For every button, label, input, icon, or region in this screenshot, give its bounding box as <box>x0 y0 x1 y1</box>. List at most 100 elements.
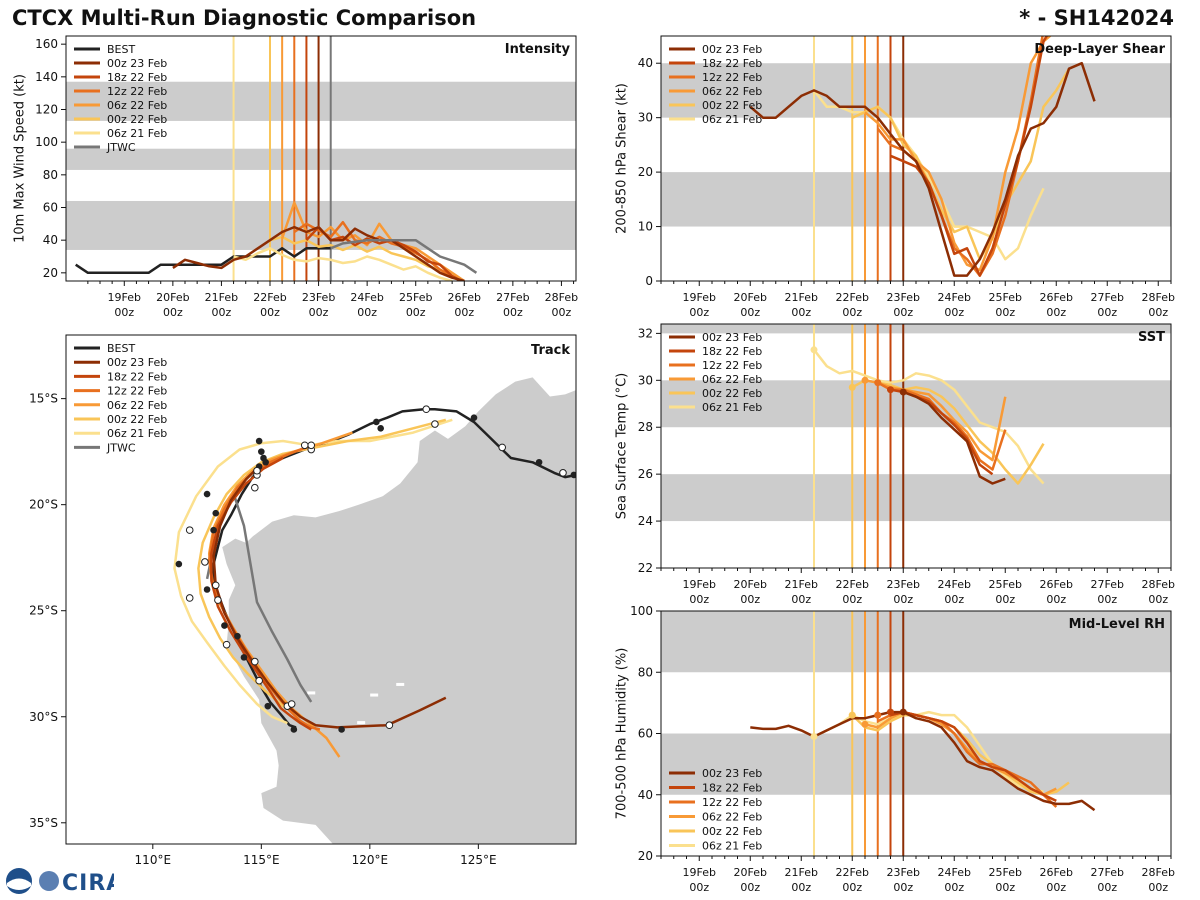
x-tick-label-day: 24Feb <box>938 578 971 591</box>
x-tick-label-day: 27Feb <box>1091 866 1124 879</box>
legend-label-12z-22-feb: 12z 22 Feb <box>107 385 167 398</box>
track-point-open <box>251 483 259 492</box>
y-axis-label: 10m Max Wind Speed (kt) <box>13 74 28 243</box>
x-tick-label-hour: 00z <box>1148 593 1168 606</box>
y-axis-label: 200-850 hPa Shear (kt) <box>615 83 630 234</box>
x-tick-label-hour: 00z <box>740 306 760 319</box>
x-tick-label-day: 26Feb <box>1040 578 1073 591</box>
x-tick-label-day: 19Feb <box>108 291 141 304</box>
track-point-open <box>214 596 222 604</box>
legend-label-06z-22-feb: 06z 22 Feb <box>107 99 167 112</box>
x-tick-label-hour: 00z <box>995 306 1015 319</box>
track-point-filled <box>264 702 272 710</box>
panel-track: 110°E 115°E 120°E 125°E 15°S 20°S 25°S 30°S 35°S… <box>29 334 577 867</box>
x-tick-label-day: 28Feb <box>1142 578 1175 591</box>
legend-label-18z-22-feb: 18z 22 Feb <box>702 345 762 358</box>
legend-label-18z-22-feb: 18z 22 Feb <box>702 782 762 795</box>
x-tick-label: 115°E <box>243 853 280 867</box>
y-tick-label: 20 <box>638 165 653 179</box>
track-point-filled <box>258 448 265 455</box>
legend-label-18z-22-feb: 18z 22 Feb <box>702 57 762 70</box>
x-tick-label-day: 21Feb <box>785 291 818 304</box>
plot-area-rh <box>661 611 1171 856</box>
track-point-open <box>559 469 567 477</box>
shaded-band <box>66 81 576 121</box>
y-tick-label: 160 <box>35 37 58 51</box>
y-tick-label: 60 <box>638 727 653 741</box>
land-lake <box>370 693 379 697</box>
land-lake <box>357 721 366 725</box>
x-tick-label-day: 25Feb <box>989 578 1022 591</box>
x-tick-label-day: 23Feb <box>887 578 920 591</box>
x-tick-label-day: 20Feb <box>734 291 767 304</box>
y-axis-label: 700-500 hPa Humidity (%) <box>615 648 630 820</box>
init-marker-06z-22-feb <box>861 720 869 728</box>
x-tick-label-hour: 00z <box>689 881 709 894</box>
init-marker-06z-21-feb <box>810 346 818 354</box>
series-06z-21-feb <box>813 89 1045 261</box>
y-tick-label: 40 <box>43 233 58 247</box>
x-tick-label-hour: 00z <box>944 306 964 319</box>
x-tick-label-hour: 00z <box>842 593 862 606</box>
x-tick-label-day: 28Feb <box>1142 291 1175 304</box>
legend-label-12z-22-feb: 12z 22 Feb <box>107 85 167 98</box>
x-tick-label-hour: 00z <box>791 306 811 319</box>
legend-label-06z-22-feb: 06z 22 Feb <box>702 85 762 98</box>
track-18z-22-feb <box>210 456 312 731</box>
track-point-open <box>255 676 263 685</box>
x-tick-label-day: 19Feb <box>683 866 716 879</box>
series-06z-22-feb <box>864 36 1052 272</box>
x-tick-label-hour: 00z <box>1148 881 1168 894</box>
x-tick-label-day: 22Feb <box>253 291 286 304</box>
x-tick-label-hour: 00z <box>406 306 426 319</box>
y-tick-label: 30 <box>638 111 653 125</box>
land-lake <box>396 682 405 686</box>
plot-area-shear <box>661 36 1171 281</box>
track-point-open <box>185 594 194 602</box>
track-point-open <box>385 721 394 730</box>
series-06z-22-feb <box>864 379 1007 462</box>
track-point-open <box>300 441 309 450</box>
y-tick-label: 80 <box>638 665 653 679</box>
x-tick-label-hour: 00z <box>503 306 523 319</box>
track-point-open <box>307 441 316 450</box>
x-tick-label: 120°E <box>352 853 389 867</box>
x-tick-label-day: 25Feb <box>989 291 1022 304</box>
series-00z-23-feb <box>749 61 1096 277</box>
x-tick-label-day: 20Feb <box>734 866 767 879</box>
x-tick-label-day: 23Feb <box>887 291 920 304</box>
series-18z-22-feb <box>890 36 1049 277</box>
shaded-band <box>661 474 1171 522</box>
track-point-filled <box>535 458 543 466</box>
x-tick-label-hour: 00z <box>893 881 913 894</box>
track-point-open <box>251 657 259 666</box>
x-tick-label-hour: 00z <box>1097 306 1117 319</box>
shaded-band <box>66 200 576 250</box>
storm-id: * - SH142024 <box>1019 6 1174 30</box>
legend-label-00z-23-feb: 00z 23 Feb <box>107 57 167 70</box>
series-jtwc <box>330 238 478 274</box>
legend-label-06z-21-feb: 06z 21 Feb <box>702 840 762 853</box>
legend-label-06z-21-feb: 06z 21 Feb <box>107 427 167 440</box>
y-tick-label: 20 <box>43 266 58 280</box>
x-tick-label-hour: 00z <box>163 306 183 319</box>
y-tick-label: 100 <box>630 604 653 618</box>
y-tick-label: 26 <box>638 467 653 481</box>
y-tick-label: 20 <box>638 849 653 863</box>
series-00z-23-feb <box>172 225 320 270</box>
init-marker-00z-23-feb <box>899 388 907 396</box>
legend-label-jtwc: JTWC <box>106 141 136 154</box>
x-tick-label-day: 22Feb <box>836 578 869 591</box>
x-tick-label-day: 26Feb <box>448 291 481 304</box>
legend-label-18z-22-feb: 18z 22 Feb <box>107 71 167 84</box>
x-tick-label-day: 22Feb <box>836 291 869 304</box>
noaa-cira-logo: CIRA <box>6 868 114 896</box>
legend-label-00z-22-feb: 00z 22 Feb <box>107 413 167 426</box>
init-marker-18z-22-feb <box>887 386 894 394</box>
x-tick-label-day: 24Feb <box>350 291 383 304</box>
x-tick-label-day: 27Feb <box>1091 578 1124 591</box>
panel-title: Mid-Level RH <box>1069 617 1165 632</box>
x-tick-label-hour: 00z <box>893 593 913 606</box>
y-tick-label: 30°S <box>29 710 58 724</box>
